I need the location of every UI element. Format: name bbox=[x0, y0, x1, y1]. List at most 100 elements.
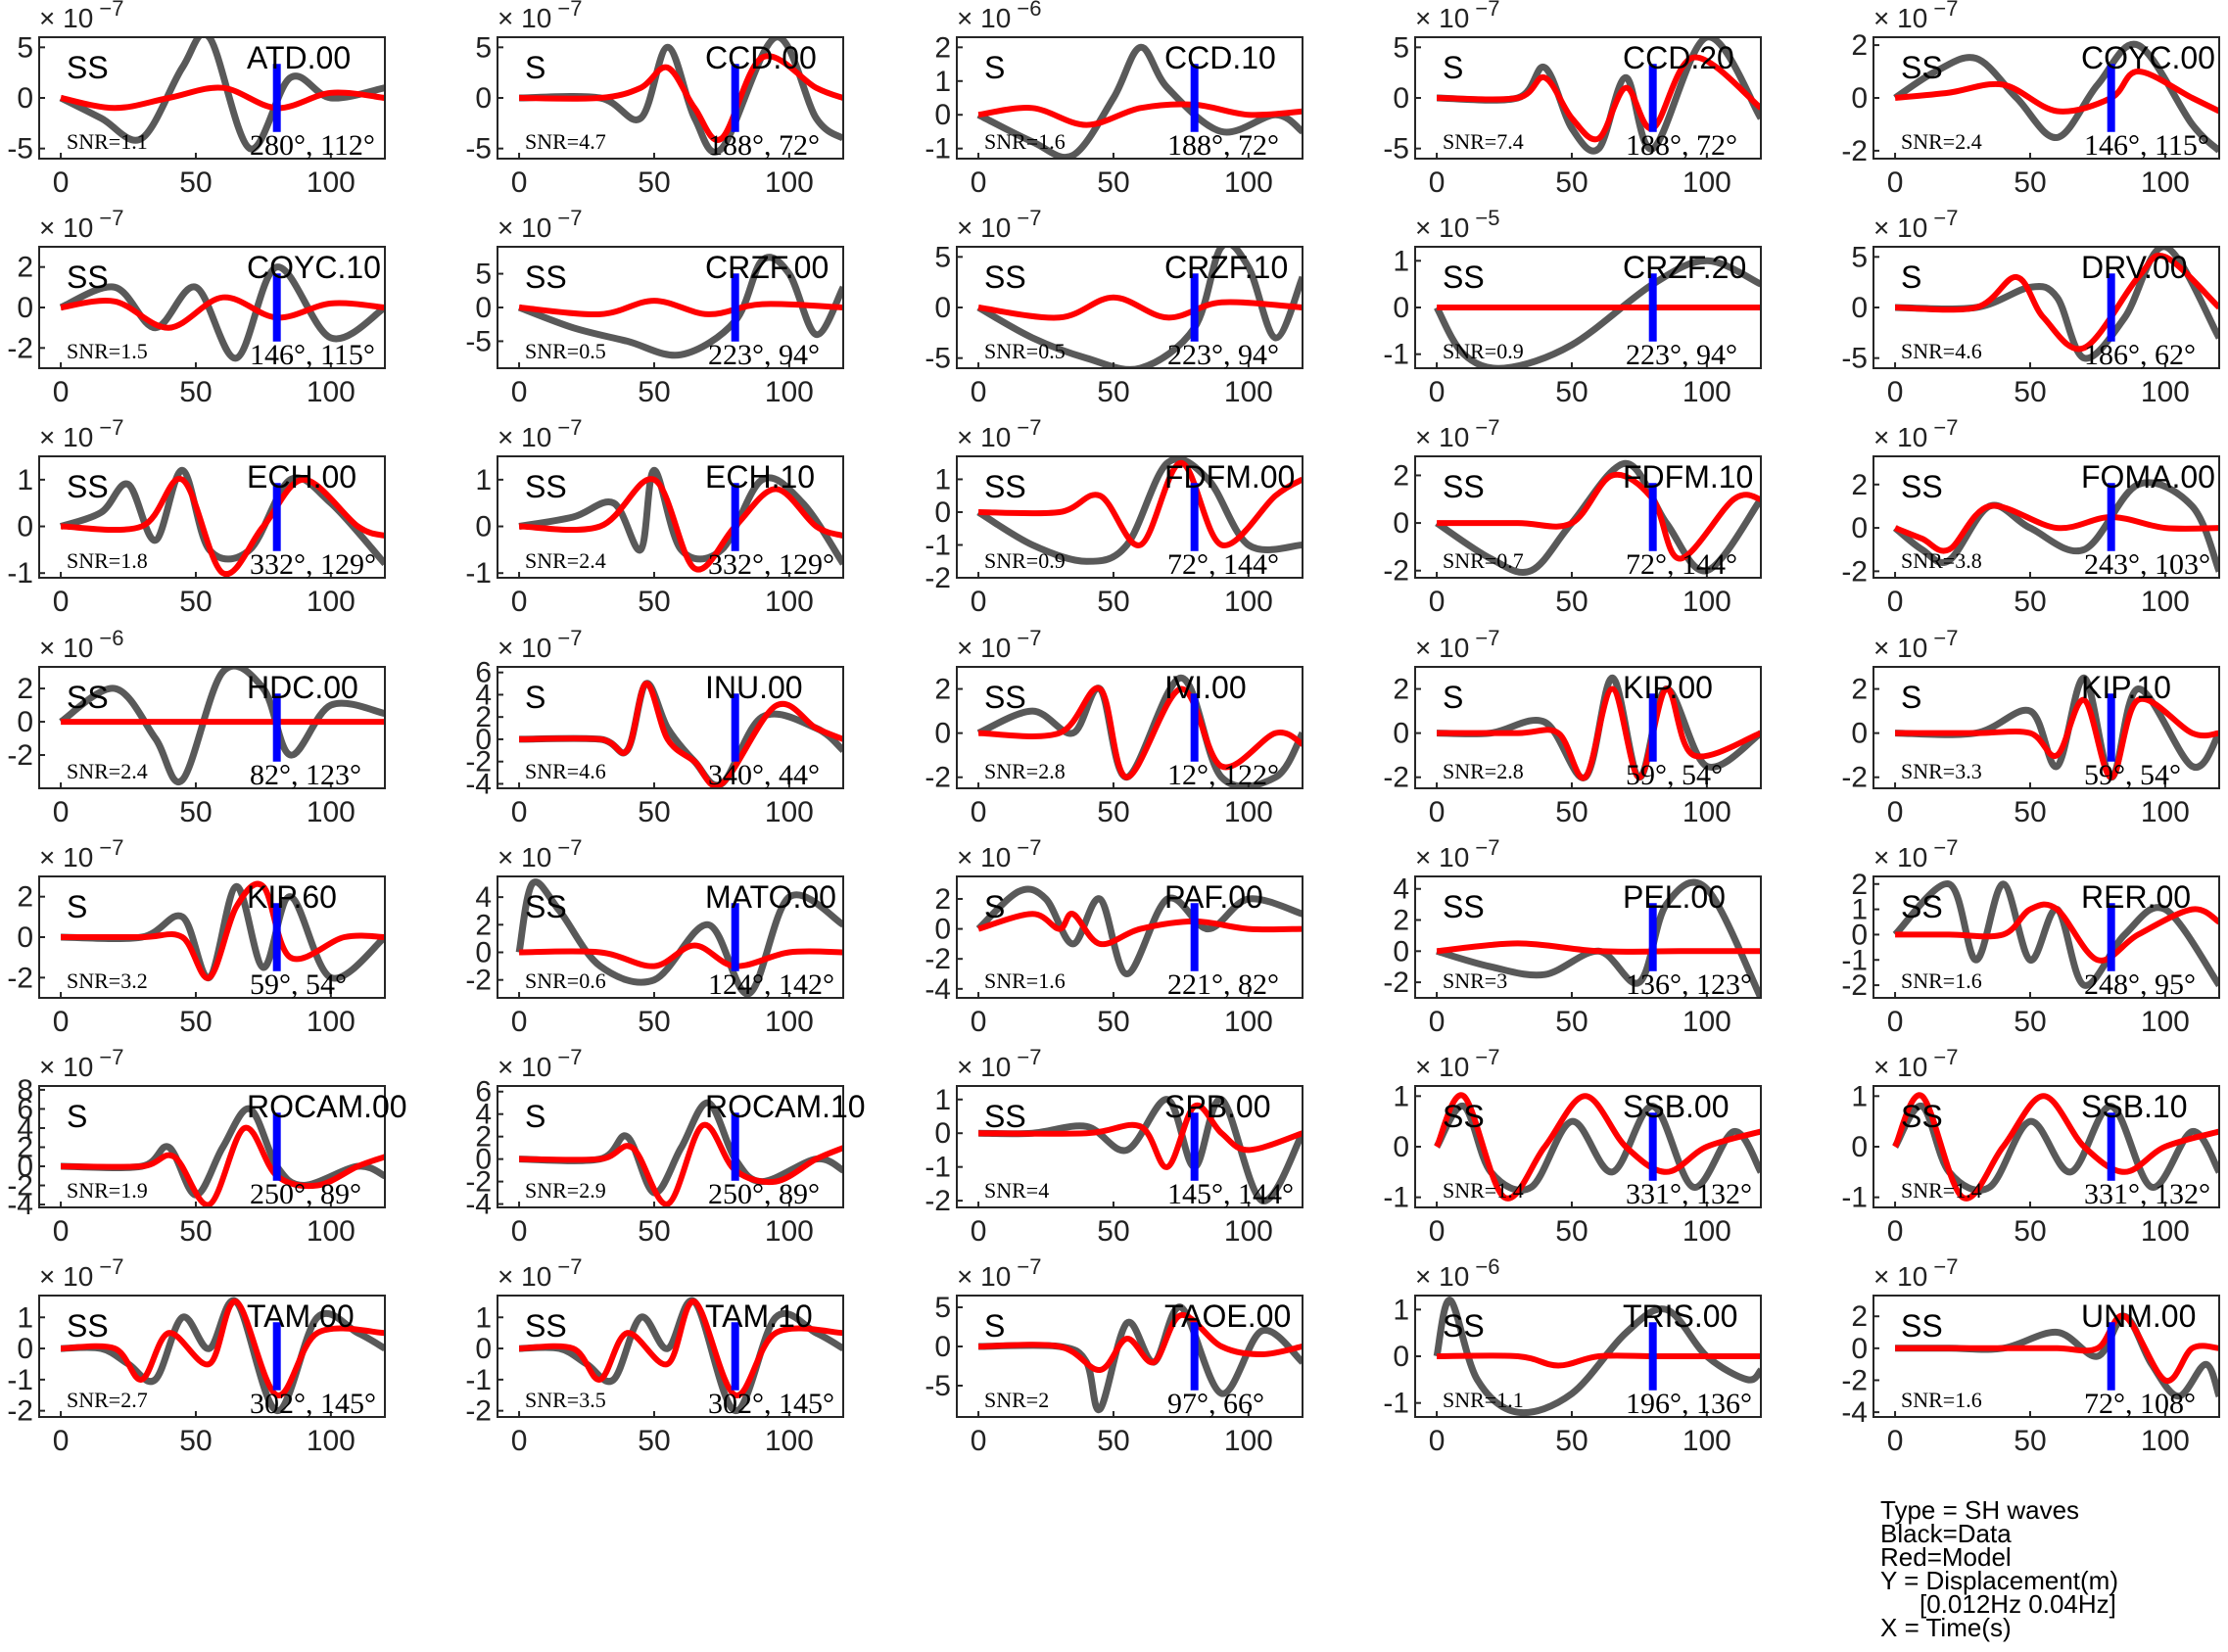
axes-frame bbox=[497, 1295, 844, 1418]
axes-frame bbox=[956, 875, 1304, 999]
station-label: TAM.00 bbox=[247, 1298, 355, 1334]
y-tick-label: -1 bbox=[924, 1152, 951, 1184]
plot-traces bbox=[1892, 880, 2219, 989]
data-trace bbox=[1892, 880, 2219, 989]
y-exponent-power: −7 bbox=[1469, 415, 1499, 440]
y-exponent-power: −7 bbox=[1927, 0, 1958, 21]
azimuth-label: 302°, 145° bbox=[708, 1388, 834, 1420]
x-tick-label: 50 bbox=[638, 796, 670, 828]
model-trace bbox=[519, 1121, 843, 1207]
y-tick-label: -4 bbox=[7, 1189, 33, 1221]
y-tick-label: 1 bbox=[934, 1084, 951, 1116]
y-tick-label: -1 bbox=[924, 133, 951, 165]
model-trace bbox=[977, 101, 1303, 128]
plot-traces bbox=[1434, 257, 1761, 368]
plot-traces bbox=[1892, 1092, 2219, 1202]
x-tick-label: 50 bbox=[638, 1425, 670, 1457]
model-trace bbox=[1895, 695, 2219, 780]
axes-frame bbox=[956, 36, 1304, 160]
azimuth-label: 223°, 94° bbox=[1626, 339, 1737, 371]
phase-label: SS bbox=[525, 889, 567, 924]
model-trace bbox=[1892, 1092, 2219, 1202]
x-tick-label: 0 bbox=[511, 1215, 528, 1248]
snr-label: SNR=7.4 bbox=[1443, 129, 1524, 154]
data-trace bbox=[975, 885, 1303, 977]
x-tick-label: 100 bbox=[307, 586, 356, 618]
x-tick-label: 0 bbox=[971, 376, 987, 408]
x-tick-label: 100 bbox=[2141, 376, 2190, 408]
model-trace bbox=[518, 1298, 843, 1398]
y-tick-label: 0 bbox=[1851, 1333, 1868, 1365]
y-tick-label: 0 bbox=[934, 496, 951, 529]
y-tick-label: -2 bbox=[7, 739, 33, 772]
phase-label: S bbox=[525, 1099, 545, 1134]
azimuth-label: 59°, 54° bbox=[250, 968, 347, 1001]
axes-frame bbox=[1414, 666, 1762, 789]
y-tick-label: 0 bbox=[1851, 1131, 1868, 1163]
y-tick-label: 2 bbox=[17, 252, 33, 284]
model-trace bbox=[1895, 1312, 2219, 1384]
x-tick-label: 0 bbox=[1429, 796, 1446, 828]
y-exponent-label: × 10 −7 bbox=[1415, 415, 1499, 452]
station-label: FOMA.00 bbox=[2081, 459, 2215, 495]
model-trace bbox=[978, 459, 1303, 548]
x-tick-label: 100 bbox=[1224, 1006, 1273, 1038]
data-trace bbox=[1437, 674, 1761, 781]
x-tick-label: 50 bbox=[179, 1215, 212, 1248]
y-tick-label: 1 bbox=[934, 463, 951, 496]
x-tick-label: 0 bbox=[511, 586, 528, 618]
x-tick-label: 0 bbox=[53, 1006, 70, 1038]
x-tick-label: 100 bbox=[1224, 1215, 1273, 1248]
plot-traces bbox=[61, 880, 385, 982]
y-tick-label: 1 bbox=[1393, 245, 1409, 277]
station-label: FDFM.00 bbox=[1164, 459, 1295, 495]
y-tick-label: 5 bbox=[1393, 31, 1409, 64]
station-label: CRZF.00 bbox=[705, 250, 829, 285]
axes-frame bbox=[497, 455, 844, 579]
y-exponent-power: −7 bbox=[1927, 1254, 1958, 1279]
station-label: SPB.00 bbox=[1164, 1089, 1271, 1124]
azimuth-label: 302°, 145° bbox=[250, 1388, 376, 1420]
azimuth-label: 136°, 123° bbox=[1626, 968, 1752, 1001]
data-trace bbox=[1892, 479, 2219, 573]
y-exponent-label: × 10 −7 bbox=[1415, 0, 1499, 33]
y-tick-label: 0 bbox=[934, 718, 951, 750]
y-exponent-power: −7 bbox=[1469, 835, 1499, 860]
y-tick-label: -2 bbox=[1841, 135, 1868, 167]
y-tick-label: 0 bbox=[1393, 292, 1409, 324]
y-exponent-power: −7 bbox=[1011, 1254, 1041, 1279]
model-trace bbox=[1894, 502, 2219, 554]
y-tick-label: -2 bbox=[465, 1395, 492, 1428]
x-tick-label: 0 bbox=[971, 1215, 987, 1248]
model-trace bbox=[519, 476, 843, 573]
y-tick-label: 0 bbox=[17, 1333, 33, 1365]
y-tick-label: 5 bbox=[475, 31, 492, 64]
x-tick-label: 50 bbox=[1555, 166, 1588, 199]
data-trace bbox=[1436, 878, 1761, 998]
snr-label: SNR=2.8 bbox=[1443, 759, 1524, 783]
azimuth-label: 248°, 95° bbox=[2084, 968, 2196, 1001]
y-tick-label: -5 bbox=[1841, 343, 1868, 375]
y-tick-label: -5 bbox=[1383, 133, 1409, 165]
y-tick-label: 0 bbox=[17, 292, 33, 324]
x-tick-label: 100 bbox=[307, 376, 356, 408]
y-exponent-label: × 10 −7 bbox=[498, 415, 582, 452]
y-tick-label: 2 bbox=[1851, 469, 1868, 501]
y-exponent-label: × 10 −7 bbox=[957, 835, 1041, 873]
y-tick-label: -1 bbox=[7, 1364, 33, 1396]
y-tick-label: 2 bbox=[475, 1121, 492, 1154]
x-tick-label: 0 bbox=[1429, 376, 1446, 408]
x-tick-label: 50 bbox=[1555, 1215, 1588, 1248]
azimuth-label: 186°, 62° bbox=[2084, 339, 2196, 371]
phase-label: S bbox=[67, 889, 87, 924]
y-tick-label: 1 bbox=[475, 464, 492, 496]
phase-label: S bbox=[1901, 260, 1921, 295]
y-exponent-power: −7 bbox=[93, 415, 123, 440]
model-trace bbox=[61, 880, 385, 981]
azimuth-label: 223°, 94° bbox=[708, 339, 820, 371]
x-tick-label: 0 bbox=[1429, 586, 1446, 618]
x-tick-label: 0 bbox=[1887, 1425, 1904, 1457]
